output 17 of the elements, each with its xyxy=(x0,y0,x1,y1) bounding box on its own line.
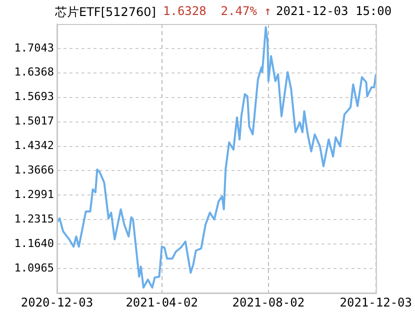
chart-subtitle: 1.6328 2.47% ↑ xyxy=(163,4,272,18)
y-tick-label: 1.3666 xyxy=(14,164,54,177)
y-tick-label: 1.2991 xyxy=(14,188,54,202)
x-tick-label: 2021-04-02 xyxy=(126,295,198,310)
y-tick-label: 1.5017 xyxy=(14,114,54,128)
x-tick-label: 2021-12-03 xyxy=(340,295,412,310)
y-tick-label: 1.5693 xyxy=(14,90,54,104)
chart-title: 芯片ETF[512760] xyxy=(55,4,156,21)
x-tick-label: 2021-08-02 xyxy=(232,295,305,310)
y-tick-label: 1.2315 xyxy=(14,212,54,226)
text: 2021-12-03 15:00 xyxy=(276,4,392,18)
y-tick-label: 1.4342 xyxy=(14,139,54,152)
x-tick-label: 2020-12-03 xyxy=(20,295,94,310)
y-tick-label: 1.6368 xyxy=(14,66,54,79)
y-tick-label: 1.0965 xyxy=(14,261,54,274)
y-tick-label: 1.7043 xyxy=(14,41,54,54)
y-tick-label: 1.1640 xyxy=(14,236,54,250)
